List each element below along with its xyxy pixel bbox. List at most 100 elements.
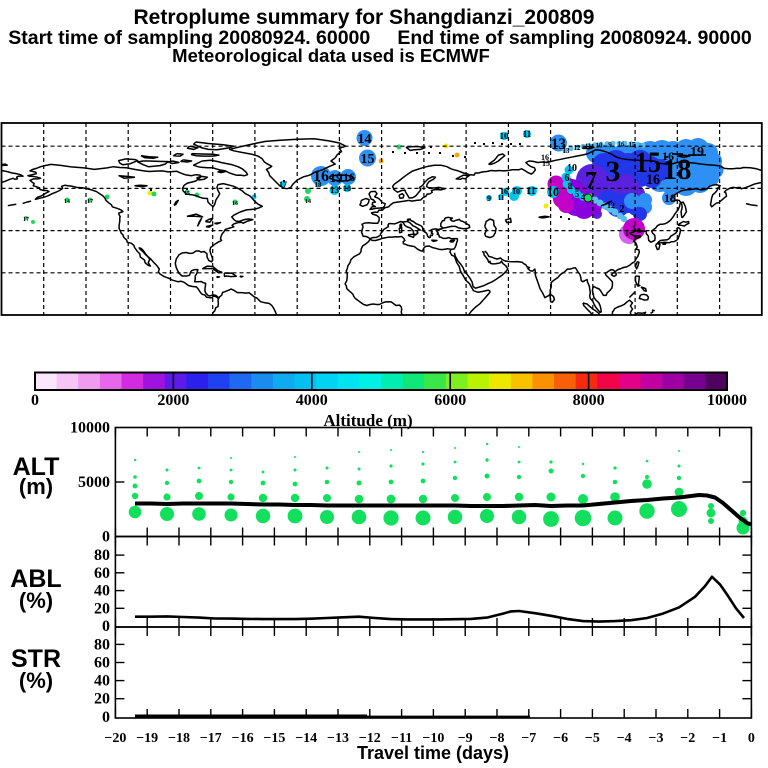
- svg-text:16: 16: [618, 141, 626, 149]
- svg-text:0: 0: [102, 618, 110, 635]
- svg-text:4000: 4000: [296, 392, 328, 409]
- svg-text:0: 0: [31, 392, 39, 409]
- svg-text:STR: STR: [11, 645, 61, 673]
- svg-text:18: 18: [315, 181, 323, 189]
- svg-text:0: 0: [102, 529, 110, 546]
- svg-text:1: 1: [632, 224, 637, 235]
- svg-text:19: 19: [330, 170, 344, 185]
- svg-text:15: 15: [542, 159, 550, 168]
- svg-text:17: 17: [279, 180, 287, 189]
- svg-text:80: 80: [94, 547, 110, 564]
- svg-text:60: 60: [94, 655, 110, 672]
- svg-text:Retroplume summary for Shangdi: Retroplume summary for Shangdianzi_20080…: [134, 6, 595, 29]
- svg-text:−15: −15: [263, 731, 285, 746]
- svg-text:0: 0: [102, 709, 110, 726]
- svg-text:−1: −1: [712, 731, 727, 746]
- svg-text:6000: 6000: [434, 392, 466, 409]
- svg-text:Start time of sampling 2008092: Start time of sampling 20080924. 60000 E…: [8, 27, 752, 49]
- svg-text:11: 11: [498, 194, 505, 202]
- svg-text:16: 16: [500, 187, 508, 196]
- svg-text:17: 17: [23, 217, 29, 223]
- svg-text:−14: −14: [295, 731, 317, 746]
- svg-text:5000: 5000: [78, 474, 110, 491]
- svg-text:−10: −10: [422, 731, 444, 746]
- svg-text:10000: 10000: [70, 420, 110, 437]
- svg-text:−20: −20: [104, 731, 126, 746]
- svg-text:(%): (%): [19, 668, 53, 693]
- svg-text:−16: −16: [232, 731, 254, 746]
- svg-text:18: 18: [343, 184, 351, 193]
- svg-text:9: 9: [608, 141, 612, 149]
- svg-text:−5: −5: [585, 731, 600, 746]
- svg-text:(m): (m): [19, 474, 53, 499]
- svg-text:14: 14: [305, 199, 311, 205]
- svg-text:Meteorological data used is EC: Meteorological data used is ECMWF: [172, 45, 490, 66]
- svg-text:16: 16: [313, 168, 329, 185]
- svg-text:−11: −11: [391, 731, 412, 746]
- svg-text:10: 10: [596, 142, 604, 150]
- svg-text:20: 20: [94, 691, 110, 708]
- svg-text:16: 16: [541, 153, 549, 162]
- svg-text:−17: −17: [200, 731, 222, 746]
- svg-text:2: 2: [620, 204, 625, 215]
- svg-text:16: 16: [646, 172, 660, 188]
- svg-text:10: 10: [512, 187, 520, 196]
- svg-text:10: 10: [500, 131, 510, 141]
- svg-text:3: 3: [606, 155, 621, 188]
- svg-text:18: 18: [663, 153, 692, 186]
- svg-text:13: 13: [563, 147, 571, 155]
- svg-text:−18: −18: [168, 731, 190, 746]
- svg-text:10000: 10000: [707, 392, 747, 409]
- svg-text:12: 12: [607, 201, 615, 210]
- svg-text:1: 1: [625, 228, 630, 238]
- svg-text:40: 40: [94, 673, 110, 690]
- svg-text:8000: 8000: [573, 392, 605, 409]
- svg-text:9: 9: [487, 194, 491, 203]
- svg-text:8: 8: [568, 181, 573, 191]
- svg-text:7: 7: [585, 168, 597, 194]
- svg-text:14: 14: [358, 132, 372, 147]
- svg-text:4: 4: [581, 192, 586, 202]
- svg-text:ALT: ALT: [13, 453, 60, 481]
- svg-text:16: 16: [343, 170, 355, 184]
- svg-text:13: 13: [330, 185, 340, 195]
- svg-text:40: 40: [94, 583, 110, 600]
- svg-text:15: 15: [629, 141, 637, 149]
- svg-text:14: 14: [64, 199, 70, 205]
- svg-text:−12: −12: [359, 731, 381, 746]
- svg-text:−6: −6: [553, 731, 568, 746]
- svg-text:−19: −19: [136, 731, 158, 746]
- svg-text:15: 15: [361, 152, 375, 167]
- svg-text:11: 11: [523, 129, 532, 139]
- svg-text:16: 16: [662, 149, 674, 163]
- svg-text:ABL: ABL: [10, 565, 61, 593]
- svg-text:13: 13: [551, 136, 566, 153]
- svg-text:2000: 2000: [157, 392, 189, 409]
- svg-text:17: 17: [87, 199, 93, 205]
- svg-text:16: 16: [232, 201, 238, 207]
- svg-text:(%): (%): [19, 588, 53, 613]
- svg-text:60: 60: [94, 565, 110, 582]
- svg-text:−4: −4: [617, 731, 632, 746]
- svg-text:12: 12: [574, 144, 582, 152]
- svg-text:−7: −7: [521, 731, 536, 746]
- svg-text:18: 18: [664, 191, 676, 205]
- svg-text:−9: −9: [458, 731, 473, 746]
- svg-text:−13: −13: [327, 731, 349, 746]
- svg-text:80: 80: [94, 636, 110, 653]
- svg-text:0: 0: [748, 731, 755, 746]
- svg-text:10: 10: [567, 163, 577, 174]
- svg-text:11: 11: [526, 186, 535, 197]
- svg-text:−3: −3: [649, 731, 664, 746]
- svg-text:5: 5: [575, 189, 580, 199]
- svg-text:6: 6: [565, 173, 570, 184]
- svg-text:Travel time (days): Travel time (days): [357, 743, 509, 763]
- svg-text:Altitude (m): Altitude (m): [323, 411, 412, 430]
- svg-text:15: 15: [635, 146, 661, 179]
- svg-text:19: 19: [690, 145, 704, 160]
- svg-text:11: 11: [585, 143, 592, 151]
- svg-text:−8: −8: [490, 731, 505, 746]
- svg-text:15: 15: [184, 191, 190, 197]
- svg-text:20: 20: [94, 600, 110, 617]
- svg-text:10: 10: [547, 185, 559, 199]
